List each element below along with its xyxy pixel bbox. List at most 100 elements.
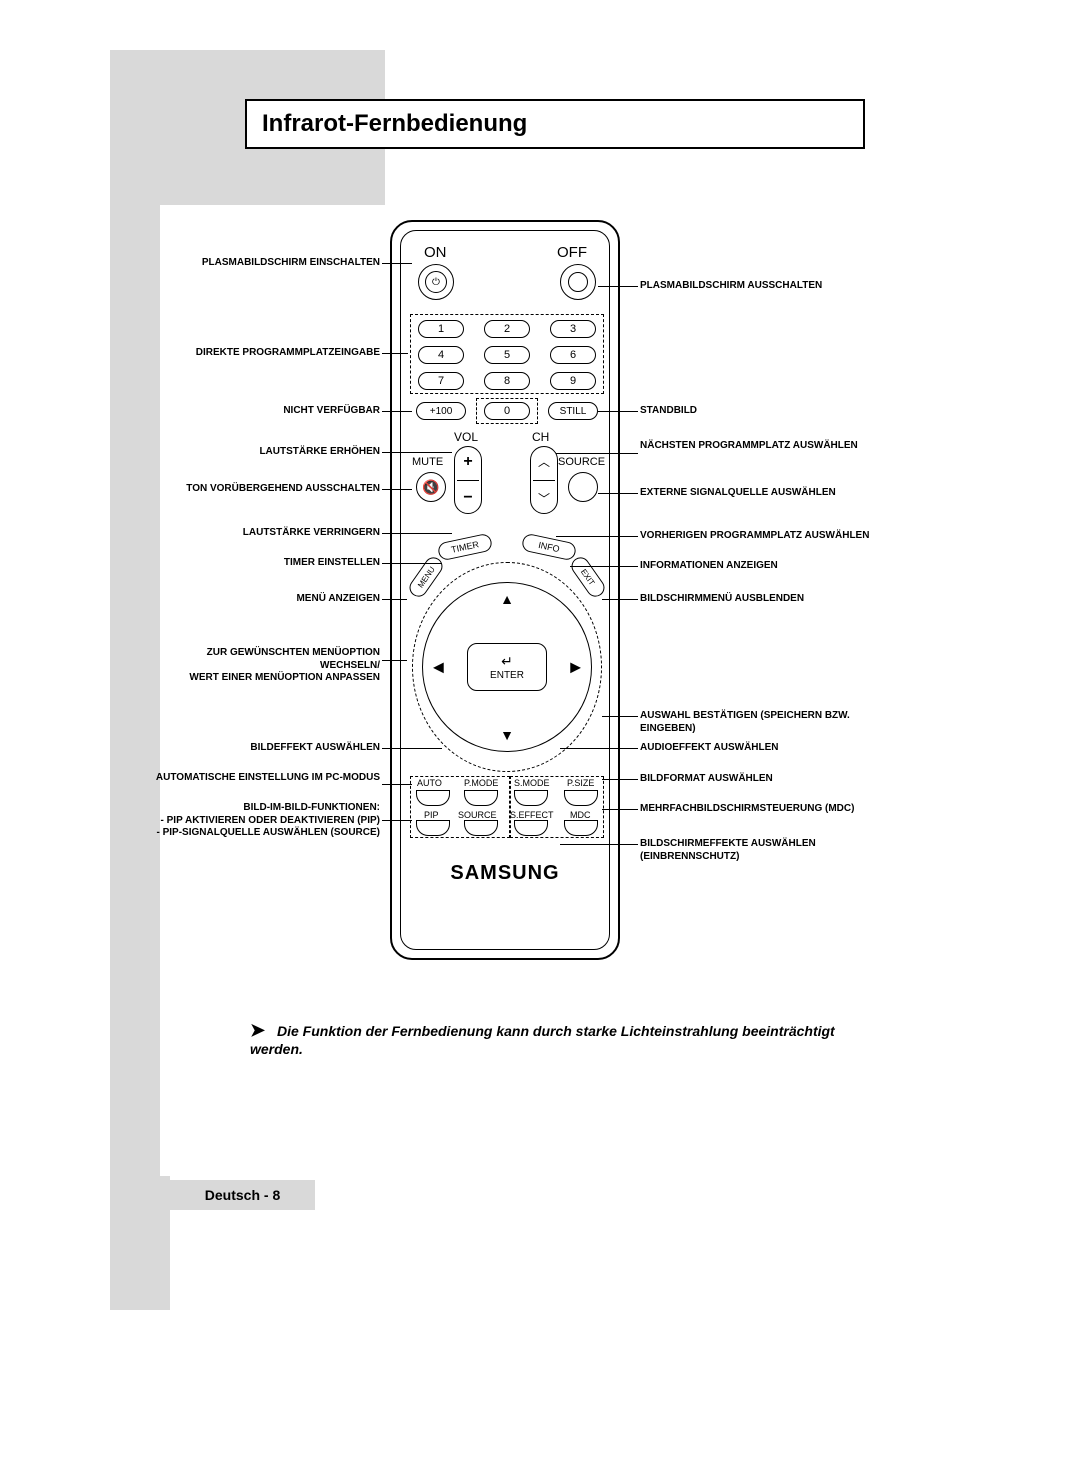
thin-vert-band bbox=[160, 1176, 170, 1310]
power-off-icon bbox=[568, 272, 588, 292]
on-label: ON bbox=[424, 244, 447, 261]
leader-l9 bbox=[382, 660, 407, 661]
remote-body: ON OFF ⏻ 1 2 3 4 5 6 7 8 9 +100 0 bbox=[390, 220, 620, 960]
enter-button[interactable]: ↵ ENTER bbox=[467, 643, 547, 691]
pmode-label: P.MODE bbox=[464, 778, 498, 788]
auto-button[interactable] bbox=[416, 790, 450, 806]
label-l10: BILDEFFEKT AUSWÄHLEN bbox=[150, 742, 380, 755]
ch-label: CH bbox=[532, 430, 549, 444]
leader-r8 bbox=[602, 716, 638, 717]
still-button[interactable]: STILL bbox=[548, 402, 598, 420]
leader-r12 bbox=[560, 844, 638, 845]
psize-label: P.SIZE bbox=[567, 778, 594, 788]
footnote: ➤ Die Funktion der Fernbedienung kann du… bbox=[250, 1020, 870, 1057]
label-r1: PLASMABILDSCHIRM AUSSCHALTEN bbox=[640, 280, 880, 293]
num-0[interactable]: 0 bbox=[484, 402, 530, 420]
label-l11: AUTOMATISCHE EINSTELLUNG IM PC-MODUS bbox=[150, 772, 380, 785]
leader-r11 bbox=[602, 809, 638, 810]
ch-up-icon: ︿ bbox=[531, 453, 557, 470]
section-title-box: Infrarot-Fernbedienung bbox=[245, 99, 865, 149]
label-l7: TIMER EINSTELLEN bbox=[150, 557, 380, 570]
pip-source-label: SOURCE bbox=[458, 810, 497, 820]
leader-l1 bbox=[382, 263, 412, 264]
seffect-button[interactable] bbox=[514, 820, 548, 836]
seffect-label: S.EFFECT bbox=[510, 810, 554, 820]
source-button[interactable] bbox=[568, 472, 598, 502]
leader-l3 bbox=[382, 411, 412, 412]
label-r9: AUDIOEFFEKT AUSWÄHLEN bbox=[640, 742, 880, 755]
auto-label: AUTO bbox=[417, 778, 442, 788]
leader-l10 bbox=[382, 748, 442, 749]
leader-l7 bbox=[382, 563, 442, 564]
leader-r3 bbox=[556, 453, 638, 454]
num-2[interactable]: 2 bbox=[484, 320, 530, 338]
dpad-up-icon: ▲ bbox=[500, 591, 514, 607]
leader-l6 bbox=[382, 533, 452, 534]
num-8[interactable]: 8 bbox=[484, 372, 530, 390]
source-label: SOURCE bbox=[558, 456, 605, 468]
brand-logo: SAMSUNG bbox=[450, 862, 559, 885]
label-r2: STANDBILD bbox=[640, 405, 880, 418]
label-r11: MEHRFACHBILDSCHIRMSTEUERUNG (MDC) bbox=[640, 803, 880, 816]
label-r3: NÄCHSTEN PROGRAMMPLATZ AUSWÄHLEN bbox=[640, 440, 880, 453]
label-r12: BILDSCHIRMEFFEKTE AUSWÄHLEN (EINBRENNSCH… bbox=[640, 838, 880, 863]
leader-l2 bbox=[382, 353, 408, 354]
leader-l4 bbox=[382, 452, 452, 453]
leader-r1 bbox=[598, 286, 638, 287]
vol-rocker[interactable]: + − bbox=[454, 446, 482, 514]
plus100-button[interactable]: +100 bbox=[416, 402, 466, 420]
num-3[interactable]: 3 bbox=[550, 320, 596, 338]
leader-r5 bbox=[556, 536, 638, 537]
ch-down-icon: ﹀ bbox=[531, 490, 557, 507]
label-l4: LAUTSTÄRKE ERHÖHEN bbox=[150, 446, 380, 459]
label-l1: PLASMABILDSCHIRM EINSCHALTEN bbox=[150, 257, 380, 270]
num-9[interactable]: 9 bbox=[550, 372, 596, 390]
smode-button[interactable] bbox=[514, 790, 548, 806]
leader-l8 bbox=[382, 599, 407, 600]
pip-source-button[interactable] bbox=[464, 820, 498, 836]
section-title: Infrarot-Fernbedienung bbox=[262, 110, 527, 138]
label-r6: INFORMATIONEN ANZEIGEN bbox=[640, 560, 880, 573]
enter-label: ENTER bbox=[490, 670, 524, 681]
num-5[interactable]: 5 bbox=[484, 346, 530, 364]
power-off-button[interactable] bbox=[560, 264, 596, 300]
label-r10: BILDFORMAT AUSWÄHLEN bbox=[640, 773, 880, 786]
leader-l5 bbox=[382, 489, 412, 490]
mdc-label: MDC bbox=[570, 810, 591, 820]
leader-r4 bbox=[598, 493, 638, 494]
leader-r10 bbox=[602, 779, 638, 780]
vol-plus-icon: + bbox=[455, 453, 481, 471]
leader-r9 bbox=[560, 748, 638, 749]
footnote-chevron-icon: ➤ bbox=[250, 1020, 265, 1041]
num-6[interactable]: 6 bbox=[550, 346, 596, 364]
num-7[interactable]: 7 bbox=[418, 372, 464, 390]
mute-icon: 🔇 bbox=[422, 479, 439, 496]
leader-r7 bbox=[602, 599, 638, 600]
ch-rocker[interactable]: ︿ ﹀ bbox=[530, 446, 558, 514]
label-l9: ZUR GEWÜNSCHTEN MENÜOPTION WECHSELN/ WER… bbox=[150, 647, 380, 685]
mdc-button[interactable] bbox=[564, 820, 598, 836]
pip-label: PIP bbox=[424, 810, 439, 820]
num-4[interactable]: 4 bbox=[418, 346, 464, 364]
label-l2: DIREKTE PROGRAMMPLATZEINGABE bbox=[150, 347, 380, 360]
pip-button[interactable] bbox=[416, 820, 450, 836]
footer-text: Deutsch - 8 bbox=[205, 1187, 280, 1203]
page-footer: Deutsch - 8 bbox=[170, 1180, 315, 1210]
leader-r6 bbox=[570, 566, 638, 567]
footnote-text: Die Funktion der Fernbedienung kann durc… bbox=[250, 1023, 835, 1057]
power-on-icon: ⏻ bbox=[425, 271, 447, 293]
manual-page: Infrarot-Fernbedienung ON OFF ⏻ 1 2 3 4 … bbox=[0, 0, 1080, 1473]
power-on-button[interactable]: ⏻ bbox=[418, 264, 454, 300]
pmode-button[interactable] bbox=[464, 790, 498, 806]
leader-r2 bbox=[598, 411, 638, 412]
vol-label: VOL bbox=[454, 430, 478, 444]
psize-button[interactable] bbox=[564, 790, 598, 806]
label-l3: NICHT VERFÜGBAR bbox=[150, 405, 380, 418]
num-1[interactable]: 1 bbox=[418, 320, 464, 338]
mute-button[interactable]: 🔇 bbox=[416, 472, 446, 502]
dpad-down-icon: ▼ bbox=[500, 727, 514, 743]
off-label: OFF bbox=[557, 244, 587, 261]
dpad-left-icon: ◀ bbox=[433, 659, 444, 676]
label-l12: BILD-IM-BILD-FUNKTIONEN: - PIP AKTIVIERE… bbox=[150, 802, 380, 840]
dpad[interactable]: ▲ ▼ ◀ ▶ ↵ ENTER bbox=[422, 582, 592, 752]
